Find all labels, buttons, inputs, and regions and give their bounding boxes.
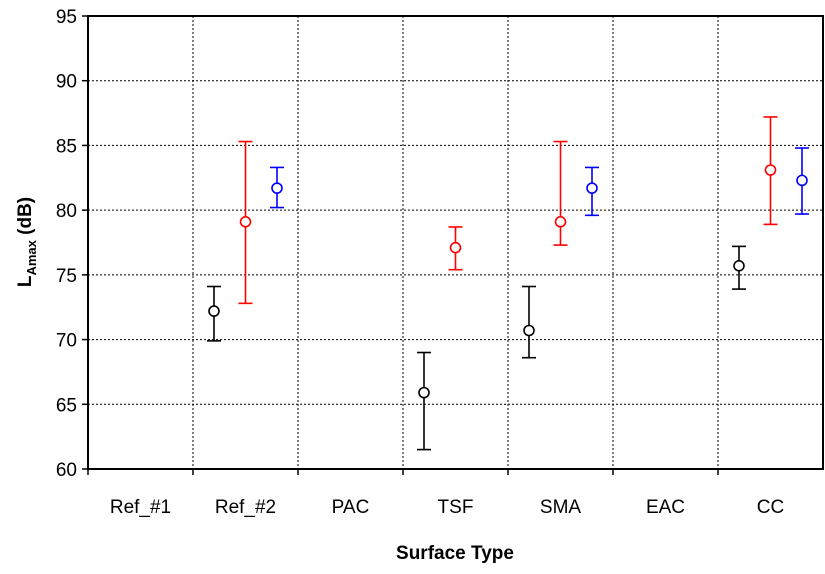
x-tick-label: SMA xyxy=(540,497,582,518)
y-tick-label: 80 xyxy=(56,201,77,222)
series-0 xyxy=(207,245,746,451)
y-axis-title: LAmax (dB) xyxy=(15,197,39,287)
x-tick-label: TSF xyxy=(438,497,474,518)
plot-frame xyxy=(87,15,824,470)
data-point xyxy=(554,215,567,228)
y-tick-label: 70 xyxy=(56,331,77,352)
y-tick-label: 75 xyxy=(56,266,77,287)
y-tick-label: 60 xyxy=(56,460,77,481)
data-point xyxy=(733,259,745,272)
y-tick-label: 85 xyxy=(56,136,77,157)
y-tick-label: 95 xyxy=(56,7,77,28)
data-point xyxy=(449,241,462,254)
data-point xyxy=(586,182,598,194)
data-point xyxy=(418,386,430,399)
x-axis-title: Surface Type xyxy=(396,543,514,564)
x-tick-label: PAC xyxy=(332,497,370,518)
y-tick-label: 90 xyxy=(56,72,77,93)
data-point xyxy=(796,174,808,187)
series-2 xyxy=(270,147,809,217)
y-axis-title-sub: Amax xyxy=(24,239,39,275)
y-axis-title-rest: (dB) xyxy=(15,197,36,240)
x-tick-label: Ref_#2 xyxy=(215,497,276,518)
tick-layer: 60 65 70 75 80 85 90 95 Ref_#1 Ref_#2 PAC TSF SMA EAC… xyxy=(56,7,784,518)
data-point xyxy=(208,305,220,317)
y-axis-title-main: L xyxy=(15,275,36,287)
x-tick-label: Ref_#1 xyxy=(110,497,171,518)
data-point xyxy=(271,182,283,194)
series-1 xyxy=(238,116,778,305)
marks-layer xyxy=(207,116,809,451)
data-point xyxy=(523,324,535,337)
data-point xyxy=(764,164,777,176)
data-point xyxy=(239,215,252,228)
x-tick-label: EAC xyxy=(646,497,685,518)
y-tick-label: 65 xyxy=(56,395,77,416)
x-tick-label: CC xyxy=(757,497,784,518)
grid-layer xyxy=(88,16,823,469)
